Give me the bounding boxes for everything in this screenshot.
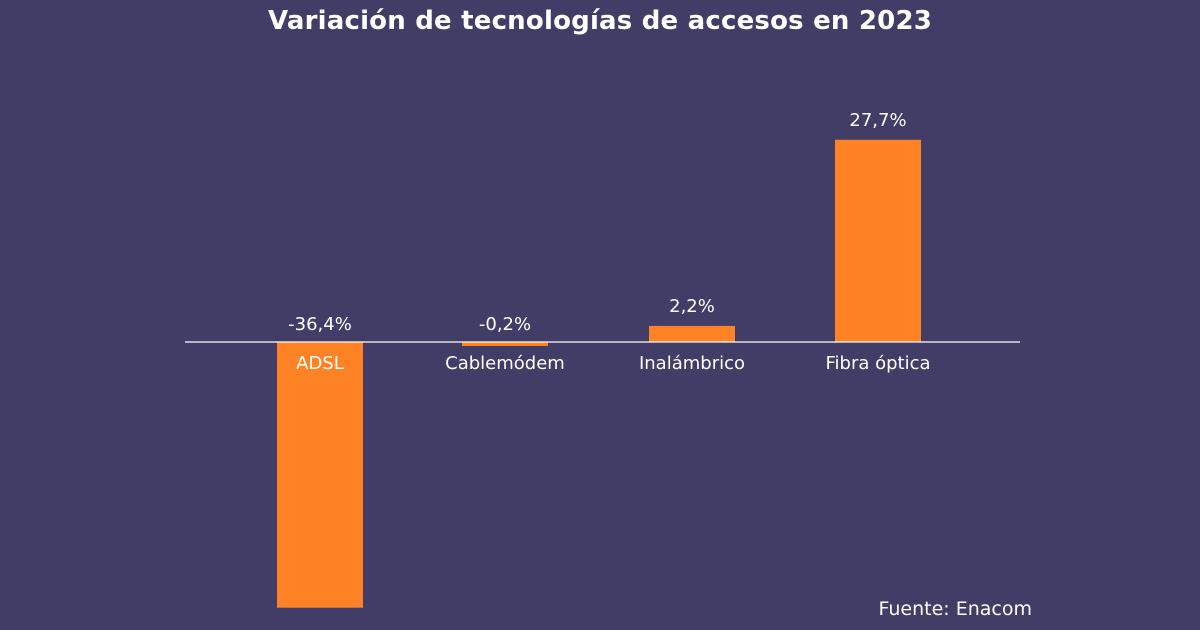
labels-layer: -36,4% ADSL -0,2% Cablemódem 2,2% Inalámbrico…: [288, 110, 930, 374]
category-label: Cablemódem: [445, 353, 565, 374]
value-label: 27,7%: [849, 110, 906, 131]
category-label: Inalámbrico: [639, 353, 745, 374]
category-label: Fibra óptica: [825, 353, 930, 374]
category-label: ADSL: [296, 353, 344, 374]
bar-adsl: [277, 342, 363, 608]
bar-fibra-óptica: [835, 139, 921, 342]
bar-cablemódem: [462, 342, 548, 346]
bar-inalámbrico: [649, 325, 735, 342]
chart-title: Variación de tecnologías de accesos en 2…: [267, 6, 933, 36]
value-label: -0,2%: [479, 314, 531, 335]
bars-layer: [277, 139, 921, 608]
value-label: -36,4%: [288, 314, 352, 335]
value-label: 2,2%: [669, 296, 715, 317]
source-note: Fuente: Enacom: [878, 598, 1032, 620]
